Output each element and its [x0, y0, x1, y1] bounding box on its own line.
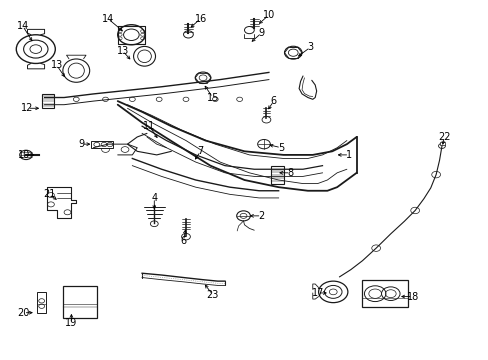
- Bar: [361, 280, 407, 307]
- Text: 13: 13: [116, 46, 128, 56]
- Bar: [91, 140, 113, 148]
- Text: 21: 21: [43, 189, 56, 199]
- Text: 6: 6: [180, 236, 186, 246]
- Text: 19: 19: [65, 319, 78, 328]
- Text: 2: 2: [258, 211, 264, 221]
- Text: 10: 10: [18, 150, 30, 160]
- Text: 9: 9: [258, 28, 264, 38]
- Text: 16: 16: [194, 14, 206, 24]
- Text: 17: 17: [311, 288, 323, 298]
- Text: 14: 14: [102, 14, 114, 24]
- Text: 22: 22: [437, 132, 450, 142]
- Bar: [63, 286, 97, 318]
- Text: 11: 11: [143, 121, 155, 131]
- Text: 23: 23: [206, 290, 219, 300]
- Text: 3: 3: [306, 42, 313, 52]
- Text: 8: 8: [287, 168, 293, 178]
- Text: 13: 13: [51, 60, 63, 70]
- Text: 20: 20: [18, 308, 30, 318]
- Text: 12: 12: [21, 103, 34, 113]
- Text: 4: 4: [151, 193, 157, 203]
- Text: 5: 5: [277, 143, 284, 153]
- Text: 10: 10: [262, 10, 274, 20]
- Text: 9: 9: [78, 139, 84, 149]
- Bar: [42, 94, 54, 108]
- Text: 1: 1: [346, 150, 352, 160]
- Text: 18: 18: [406, 292, 418, 302]
- Text: 14: 14: [17, 21, 29, 31]
- Bar: [271, 166, 284, 184]
- Bar: [37, 292, 46, 314]
- Text: 6: 6: [270, 96, 276, 106]
- Text: 7: 7: [197, 146, 203, 156]
- Bar: [439, 142, 445, 145]
- Text: 15: 15: [206, 93, 219, 103]
